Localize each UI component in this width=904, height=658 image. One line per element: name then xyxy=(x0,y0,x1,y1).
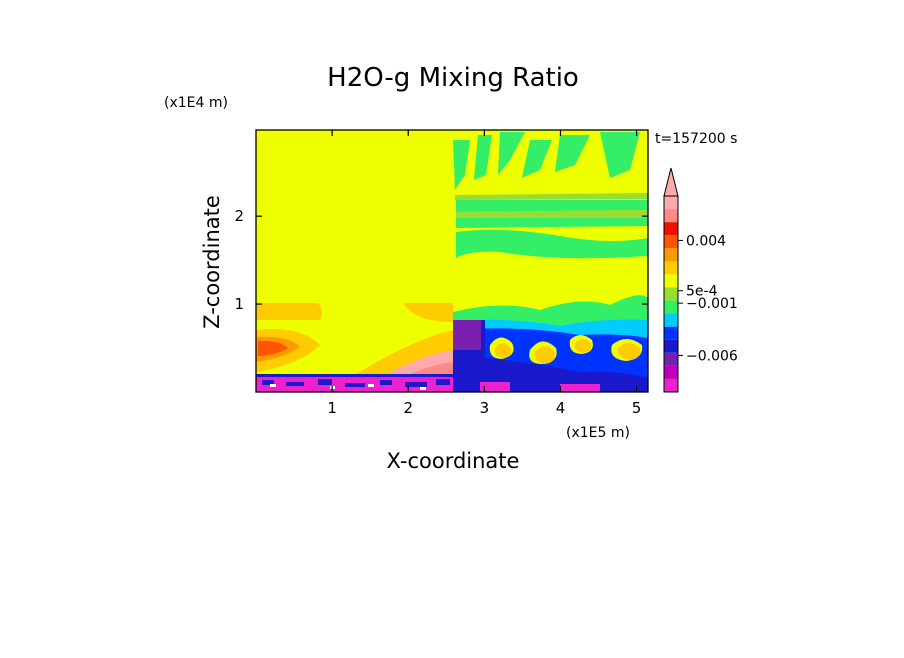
colorbar-swatch xyxy=(664,313,678,327)
colorbar-swatch xyxy=(664,287,678,301)
colorbar-swatch xyxy=(664,235,678,249)
colorbar-swatch xyxy=(664,339,678,353)
colorbar-swatch xyxy=(664,209,678,223)
time-label: t=157200 s xyxy=(655,131,737,147)
contour-surface-top xyxy=(256,374,453,377)
x-tick-label: 5 xyxy=(632,399,642,417)
colorbar-tick-label: 5e-4 xyxy=(686,284,718,300)
colorbar-swatch xyxy=(664,222,678,236)
colorbar-swatch xyxy=(664,300,678,314)
colorbar-swatch xyxy=(664,326,678,340)
x-axis-label: X-coordinate xyxy=(387,449,520,473)
contour-right-blobs-yellow xyxy=(489,335,643,364)
contour-field xyxy=(256,130,648,392)
contour-right-streaks xyxy=(453,132,648,259)
x-unit-label: (x1E5 m) xyxy=(566,425,630,441)
colorbar-tick-label: 0.004 xyxy=(686,233,726,249)
colorbar-swatch xyxy=(664,196,678,210)
plot-frame xyxy=(255,129,649,393)
contour-right-purple xyxy=(453,320,481,350)
contour-left-band xyxy=(256,303,323,320)
colorbar-tick-label: −0.006 xyxy=(686,348,738,364)
x-tick-label: 2 xyxy=(403,399,413,417)
colorbar-swatch xyxy=(664,352,678,366)
contour-right-bottom-pink xyxy=(480,382,600,392)
x-tick-label: 3 xyxy=(480,399,490,417)
contour-right-streaks-light xyxy=(455,193,648,218)
y-axis: 12 xyxy=(234,207,648,313)
colorbar-swatch xyxy=(664,378,678,392)
colorbar-swatch xyxy=(664,365,678,379)
x-tick-label: 4 xyxy=(556,399,566,417)
x-axis: 1 2 3 4 5 xyxy=(327,130,641,417)
contour-surface-blobs xyxy=(262,379,450,387)
contour-bl-core xyxy=(258,340,288,356)
x-tick-label: 1 xyxy=(327,399,337,417)
y-tick-label: 1 xyxy=(234,295,244,313)
colorbar-swatch xyxy=(664,261,678,275)
y-axis-label: Z-coordinate xyxy=(200,195,224,329)
y-tick-label: 2 xyxy=(234,207,244,225)
colorbar-swatch xyxy=(664,248,678,262)
contour-mid-band xyxy=(403,303,453,322)
chart-title: H2O-g Mixing Ratio xyxy=(327,63,579,93)
colorbar-swatch xyxy=(664,274,678,288)
colorbar-tick-label: −0.001 xyxy=(686,296,738,312)
colorbar-extend-arrow xyxy=(663,167,679,197)
z-unit-label: (x1E4 m) xyxy=(164,95,228,111)
colorbar: 0.004 5e-4−0.001 −0.006 xyxy=(663,167,738,393)
